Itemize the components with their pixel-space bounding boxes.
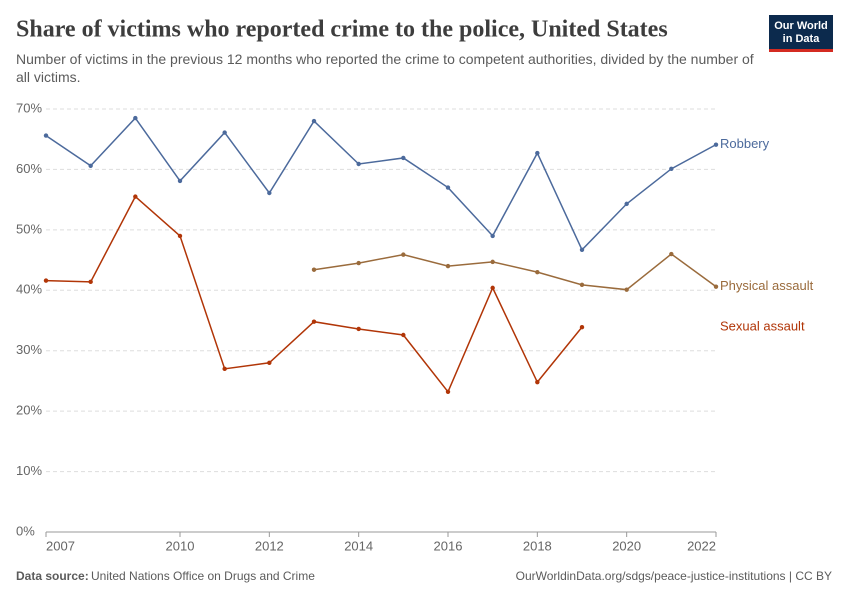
data-point (267, 190, 272, 196)
data-point (624, 287, 629, 292)
y-tick-label: 10% (16, 463, 42, 478)
data-point (535, 269, 540, 275)
x-tick-label: 2018 (523, 538, 552, 553)
data-point (222, 130, 227, 135)
logo-underline (769, 49, 833, 52)
data-point (311, 267, 317, 272)
x-tick-label: 2022 (687, 538, 716, 553)
data-point (669, 251, 674, 257)
series-line (45, 116, 717, 252)
data-point (490, 259, 495, 265)
y-tick-label: 50% (16, 221, 42, 236)
data-point (490, 285, 495, 291)
data-point (356, 260, 361, 266)
data-point (177, 178, 183, 184)
subtitle-box: Number of victims in the previous 12 mon… (16, 51, 754, 85)
data-point (624, 201, 629, 207)
y-tick-label: 0% (16, 523, 35, 538)
data-point (43, 278, 49, 283)
legend-label: Robbery (720, 136, 770, 151)
x-tick-label: 2020 (612, 538, 641, 553)
y-tick-label: 20% (16, 403, 42, 418)
y-tick-label: 70% (16, 100, 42, 115)
x-tick-label: 2007 (46, 538, 75, 553)
data-point (445, 185, 451, 190)
source-label: Data source: (16, 569, 89, 583)
legend-label: Physical assault (720, 278, 814, 293)
logo-text: Our World (774, 20, 828, 32)
data-point (579, 247, 585, 252)
data-point (401, 332, 406, 338)
data-point (133, 194, 138, 199)
series-line (313, 253, 717, 291)
data-point (535, 379, 540, 385)
y-tick-label: 30% (16, 342, 42, 357)
logo-text: in Data (783, 33, 821, 45)
data-point (356, 161, 361, 167)
series-line (45, 195, 583, 394)
url: OurWorldinData.org/sdgs/peace-justice-in… (516, 569, 832, 583)
data-point (311, 319, 317, 324)
data-point (713, 284, 719, 289)
chart-title: Share of victims who reported crime to t… (16, 17, 668, 43)
data-point (43, 133, 49, 138)
data-point (535, 150, 540, 156)
y-tick-label: 60% (16, 161, 42, 176)
data-point (88, 163, 93, 169)
data-point (579, 324, 585, 330)
data-point (445, 389, 451, 395)
data-point (267, 360, 272, 365)
data-point (222, 366, 227, 372)
legend-label: Sexual assault (720, 319, 805, 334)
x-tick-label: 2010 (166, 538, 195, 553)
x-tick-label: 2014 (344, 538, 373, 553)
y-tick-label: 40% (16, 282, 42, 297)
data-point (133, 115, 138, 121)
data-point (490, 233, 495, 239)
data-point (311, 118, 317, 124)
x-tick-label: 2016 (434, 538, 463, 553)
data-point (356, 326, 361, 332)
logo-box (769, 15, 833, 51)
data-point (669, 166, 674, 172)
chart-subtitle: Number of victims in the previous 12 mon… (16, 51, 754, 85)
data-point (88, 279, 93, 285)
data-point (445, 263, 451, 269)
data-point (177, 233, 183, 239)
data-point (713, 142, 719, 147)
data-point (401, 155, 406, 161)
data-point (401, 252, 406, 257)
x-tick-label: 2012 (255, 538, 284, 553)
data-point (579, 282, 585, 288)
source: United Nations Office on Drugs and Crime (91, 569, 315, 583)
